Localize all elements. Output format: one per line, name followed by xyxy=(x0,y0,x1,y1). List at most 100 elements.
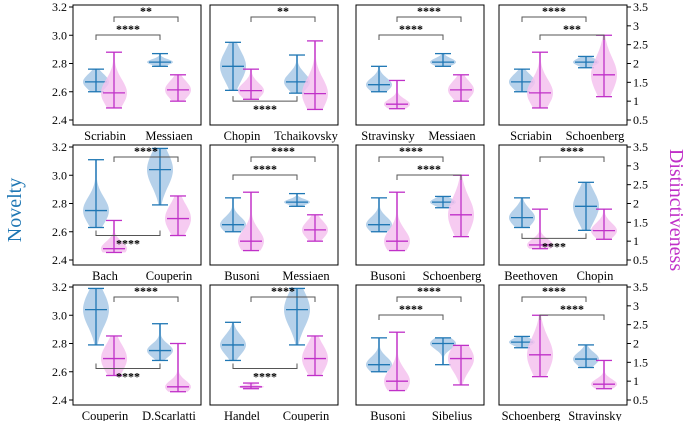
significance-label: ** xyxy=(277,4,289,18)
significance-label: **** xyxy=(560,144,584,158)
left-tick-label: 3.0 xyxy=(52,28,67,42)
category-label: Scriabin xyxy=(510,129,552,143)
distinct-violin-messiaen xyxy=(302,214,328,242)
significance-label: **** xyxy=(417,4,441,18)
significance-label: **** xyxy=(253,162,277,176)
category-label: Schoenberg xyxy=(502,409,562,421)
distinct-significance-bracket: **** xyxy=(539,302,605,320)
novelty-significance-bracket: **** xyxy=(378,144,444,162)
panel-1: 2.4 2.6 2.8 3.0 3.2 Scriabin Messiaen ****** xyxy=(52,0,202,143)
distinct-violin-busoni xyxy=(238,191,264,252)
bracket-line xyxy=(521,296,587,302)
distinct-violin-couperin xyxy=(165,195,191,237)
significance-label: **** xyxy=(271,144,295,158)
category-label: Stravinsky xyxy=(568,409,622,421)
panel-5: 2.4 2.6 2.8 3.0 3.2 Bach Couperin **** **** xyxy=(52,140,202,283)
left-tick-label: 2.6 xyxy=(52,85,67,99)
bracket-line xyxy=(250,16,316,22)
panel-8: 0.5 1 1.5 2 2.5 3 3.5 Beethoven Chopin **** **** xyxy=(498,140,648,283)
significance-label: **** xyxy=(253,102,277,116)
novelty-violin-busoni xyxy=(366,337,392,373)
significance-label: **** xyxy=(116,237,140,251)
distinct-significance-bracket: **** xyxy=(113,284,179,302)
left-axis-label: Novelty xyxy=(4,178,26,242)
panel-frame xyxy=(355,4,485,126)
bracket-line xyxy=(232,363,298,369)
right-tick-label: 1 xyxy=(633,374,639,388)
significance-label: **** xyxy=(399,302,423,316)
novelty-significance-bracket: **** xyxy=(521,4,587,22)
distinct-significance-bracket: **** xyxy=(250,144,316,162)
distinct-violin-busoni xyxy=(384,331,410,392)
bracket-line xyxy=(378,314,444,320)
bracket-line xyxy=(539,314,605,320)
right-tick-label: 1.5 xyxy=(633,215,648,229)
panel-9: 2.4 2.6 2.8 3.0 3.2 Couperin D.Scarlatti **** **… xyxy=(52,280,202,421)
distinct-violin-dscarlatti xyxy=(165,342,191,393)
right-tick-label: 0.5 xyxy=(633,253,648,267)
left-tick-label: 2.4 xyxy=(52,113,67,127)
novelty-violin-schoenberg xyxy=(430,195,456,209)
right-axis-label: Distinctiveness xyxy=(665,149,685,271)
category-label: Busoni xyxy=(370,409,406,421)
category-label: Messiaen xyxy=(428,129,476,143)
bracket-line xyxy=(250,156,316,162)
bracket-line xyxy=(95,363,161,369)
left-tick-label: 2.8 xyxy=(52,57,67,71)
category-label: Scriabin xyxy=(84,129,126,143)
bracket-line xyxy=(113,156,179,162)
novelty-violin-messiaen xyxy=(430,52,456,67)
panel-frame xyxy=(355,284,485,406)
distinct-violin-schoenberg xyxy=(591,34,617,98)
distinct-violin-stravinsky xyxy=(384,79,410,110)
significance-label: **** xyxy=(253,369,277,383)
category-label: Couperin xyxy=(146,269,193,283)
panel-7: Busoni Schoenberg **** **** xyxy=(355,144,485,283)
distinct-violin-busoni xyxy=(384,191,410,252)
novelty-violin-chopin xyxy=(573,181,599,231)
left-tick-label: 3.0 xyxy=(52,308,67,322)
bracket-line xyxy=(113,16,179,22)
novelty-violin-schoenberg xyxy=(573,55,599,69)
category-label: Busoni xyxy=(224,269,260,283)
distinct-violin-messiaen xyxy=(448,74,474,102)
category-label: Sibelius xyxy=(432,409,472,421)
left-tick-label: 2.4 xyxy=(52,253,67,267)
bracket-line xyxy=(95,34,161,40)
distinct-violin-chopin xyxy=(238,68,264,100)
bracket-line xyxy=(95,230,161,237)
category-label: Chopin xyxy=(224,129,262,143)
panel-3: Stravinsky Messiaen **** **** xyxy=(355,4,485,143)
distinct-significance-bracket: **** xyxy=(250,284,316,302)
novelty-violin-tchaikovsky xyxy=(284,54,310,94)
significance-label: **** xyxy=(560,302,584,316)
novelty-violin-messiaen xyxy=(147,52,173,67)
right-tick-label: 3.5 xyxy=(633,140,648,154)
novelty-violin-chopin xyxy=(220,41,246,91)
category-label: Schoenberg xyxy=(423,269,483,283)
left-tick-label: 2.8 xyxy=(52,197,67,211)
novelty-violin-bach xyxy=(83,159,109,229)
panel-frame xyxy=(209,284,339,406)
novelty-violin-beethoven xyxy=(509,197,535,229)
left-tick-label: 2.6 xyxy=(52,225,67,239)
distinct-violin-handel xyxy=(238,382,264,390)
distinct-significance-bracket: **** xyxy=(396,4,462,22)
novelty-significance-bracket: **** xyxy=(95,230,161,251)
distinct-violin-chopin xyxy=(591,208,617,240)
right-tick-label: 1.5 xyxy=(633,75,648,89)
right-tick-label: 2.5 xyxy=(633,38,648,52)
distinct-significance-bracket: **** xyxy=(396,162,462,180)
distinct-significance-bracket: ** xyxy=(250,4,316,22)
significance-label: ** xyxy=(140,4,152,18)
novelty-violin-couperin xyxy=(284,287,310,346)
novelty-violin-messiaen xyxy=(284,192,310,207)
right-tick-label: 1 xyxy=(633,94,639,108)
novelty-violin-schoenberg xyxy=(509,335,535,349)
novelty-significance-bracket: **** xyxy=(232,162,298,180)
bracket-line xyxy=(250,296,316,302)
novelty-significance-bracket: **** xyxy=(378,302,444,320)
significance-label: **** xyxy=(399,22,423,36)
